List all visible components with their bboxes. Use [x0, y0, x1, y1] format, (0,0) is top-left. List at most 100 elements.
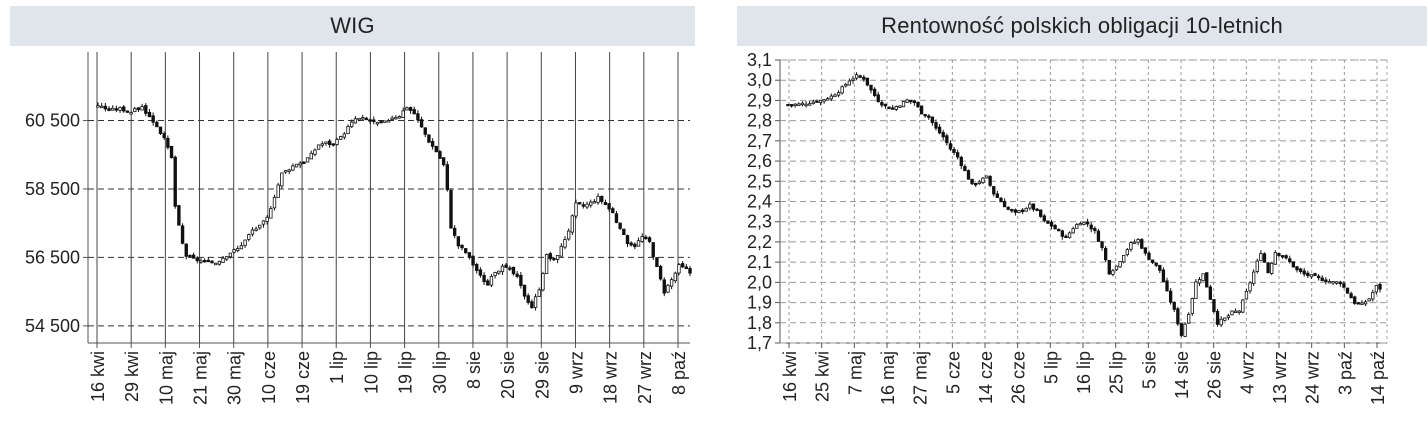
candle-body [905, 99, 909, 103]
y-tick-label: 1,7 [747, 333, 772, 353]
candle [988, 175, 992, 188]
candle-body [202, 260, 207, 263]
candle [188, 254, 192, 258]
candle [460, 244, 464, 251]
x-tick-label: 29 sie [532, 351, 552, 399]
candle-body [173, 156, 177, 207]
candle [405, 106, 409, 111]
candle-body [611, 208, 615, 214]
candle-body [840, 86, 844, 94]
candle [644, 234, 648, 240]
candle-body [684, 266, 689, 269]
candle-body [294, 163, 299, 168]
candle [818, 99, 823, 106]
candle-body [136, 107, 141, 111]
candle-body [456, 236, 461, 247]
candle-body [1270, 262, 1274, 274]
candle-body [1360, 302, 1364, 305]
y-tick-label: 60 500 [25, 110, 80, 130]
candle-body [865, 77, 870, 86]
candle-body [133, 108, 137, 113]
candle [655, 257, 659, 268]
candle [1237, 309, 1241, 315]
x-tick-label: 29 kwi [122, 351, 142, 402]
candle [309, 150, 313, 160]
candle-body [129, 112, 133, 115]
candle [876, 91, 880, 103]
candle [449, 188, 453, 229]
candle [1168, 288, 1173, 305]
candle-body [1114, 265, 1119, 271]
candle-body [478, 269, 483, 276]
y-tick-label: 2,8 [747, 111, 772, 131]
candle [475, 262, 479, 274]
candle [1053, 223, 1057, 230]
candle-body [1205, 272, 1209, 288]
candle-body [464, 248, 468, 254]
candle [541, 271, 545, 292]
candle-body [265, 216, 269, 222]
candle-body [162, 133, 166, 139]
candle [937, 124, 942, 135]
candle [1176, 306, 1180, 326]
candle [1367, 298, 1371, 302]
candle-body [1302, 270, 1306, 275]
x-tick-label: 16 lip [1074, 351, 1094, 394]
candle-body [797, 103, 801, 106]
candle [585, 201, 589, 210]
candle-body [941, 132, 945, 138]
candle [970, 178, 974, 186]
candle-body [309, 152, 313, 160]
candle-body [460, 244, 464, 249]
candle [680, 261, 685, 269]
candle [1230, 310, 1234, 316]
candle-body [397, 116, 402, 119]
candle [441, 157, 446, 167]
candle [959, 155, 963, 169]
candle [1262, 252, 1267, 263]
candle-body [383, 120, 387, 123]
candle [618, 222, 622, 231]
candle [280, 172, 284, 189]
candle [1273, 250, 1277, 265]
candle-body [544, 254, 549, 275]
candle [1212, 299, 1216, 314]
candle-body [111, 107, 115, 111]
candle-body [894, 106, 898, 110]
candle-body [1295, 266, 1299, 271]
candle [1136, 237, 1140, 246]
candle-body [1306, 272, 1310, 277]
candle-body [1176, 308, 1180, 325]
candle [427, 134, 431, 144]
candle-body [1251, 271, 1256, 284]
candle [1147, 250, 1151, 260]
candle [408, 106, 413, 114]
candle-body [999, 197, 1003, 203]
bond-yield-candlestick-chart: 1,71,81,92,02,12,22,32,42,52,62,72,82,93… [747, 50, 1388, 405]
candle [1223, 317, 1227, 322]
candle-body [891, 107, 895, 110]
candle-body [1049, 222, 1054, 227]
candles [96, 102, 692, 311]
candle-body [937, 126, 942, 134]
candle-body [217, 261, 222, 265]
candle [158, 126, 163, 136]
candles [786, 72, 1382, 338]
candle [430, 138, 435, 150]
candle-body [1064, 235, 1068, 239]
candle [375, 122, 380, 126]
candle-body [804, 103, 808, 107]
candle-body [1212, 299, 1216, 312]
x-tick-label: 19 lip [396, 351, 416, 394]
candle-body [992, 186, 996, 195]
candle-body [195, 257, 199, 262]
candle-body [361, 117, 365, 120]
candle [338, 135, 343, 140]
wig-candlestick-chart: 54 500 56 500 58 500 60 500 16 kwi 29 kwi 10 m… [25, 52, 692, 405]
candle [118, 106, 122, 113]
candle-body [537, 289, 541, 297]
candle [684, 264, 689, 270]
candle [236, 245, 240, 253]
candle [1259, 250, 1263, 261]
x-tick-label: 8 paź [669, 351, 689, 395]
